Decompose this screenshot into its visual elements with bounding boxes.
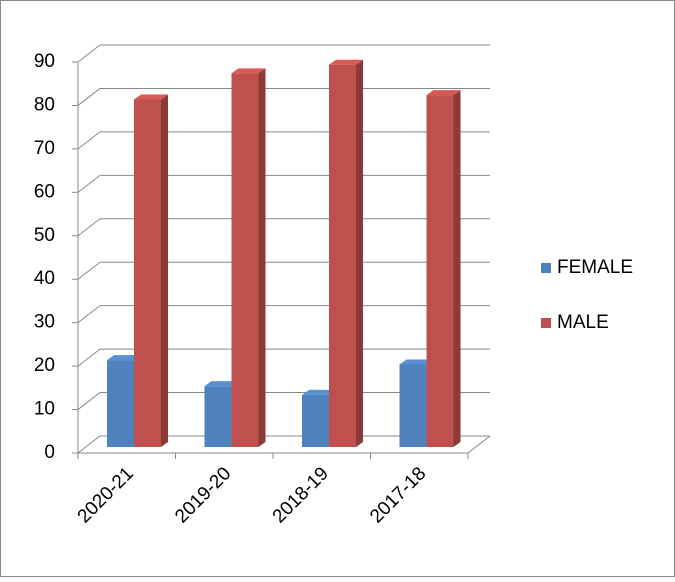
- grid-line-side: [77, 392, 101, 410]
- y-tick-label: 20: [34, 355, 55, 376]
- grid-line-side: [77, 348, 101, 367]
- y-tick-label: 10: [34, 399, 55, 420]
- grid-line-side: [77, 88, 101, 106]
- bar: [204, 386, 232, 447]
- bar-top: [134, 94, 168, 100]
- bar-top: [204, 381, 239, 387]
- y-tick-label: 60: [34, 181, 55, 202]
- bar-top: [426, 90, 461, 96]
- y-tick-label: 90: [34, 51, 55, 72]
- grid-line-side: [77, 44, 101, 63]
- bar-top: [399, 359, 434, 365]
- bar: [399, 364, 427, 447]
- grid-line-side: [77, 305, 101, 324]
- bar-top: [107, 355, 141, 361]
- bar: [426, 95, 454, 447]
- bar-side: [161, 94, 168, 447]
- y-tick-label: 0: [44, 442, 55, 463]
- bar: [329, 64, 356, 447]
- legend-swatch: [541, 263, 551, 273]
- legend-label: FEMALE: [557, 257, 633, 278]
- bar-side: [356, 59, 363, 447]
- grid-line-side: [77, 218, 101, 237]
- bar-side: [453, 90, 461, 447]
- bar-top: [231, 68, 266, 74]
- grid-line-side: [77, 174, 101, 193]
- y-tick-label: 80: [34, 94, 55, 115]
- bar: [231, 73, 259, 447]
- bar: [107, 360, 134, 447]
- legend-label: MALE: [557, 312, 609, 333]
- grid-line-side: [77, 435, 101, 454]
- grid-line-side: [77, 261, 101, 280]
- bar-side: [258, 68, 266, 447]
- grid-line-side: [77, 131, 101, 150]
- y-tick-label: 70: [34, 138, 55, 159]
- bar-top: [329, 59, 363, 65]
- floor-right: [467, 435, 491, 454]
- y-tick-label: 40: [34, 268, 55, 289]
- y-tick-label: 30: [34, 312, 55, 333]
- bar: [302, 394, 329, 447]
- legend-swatch: [541, 318, 551, 328]
- bar-top: [302, 389, 336, 395]
- y-tick-label: 50: [34, 225, 55, 246]
- bar: [134, 99, 161, 447]
